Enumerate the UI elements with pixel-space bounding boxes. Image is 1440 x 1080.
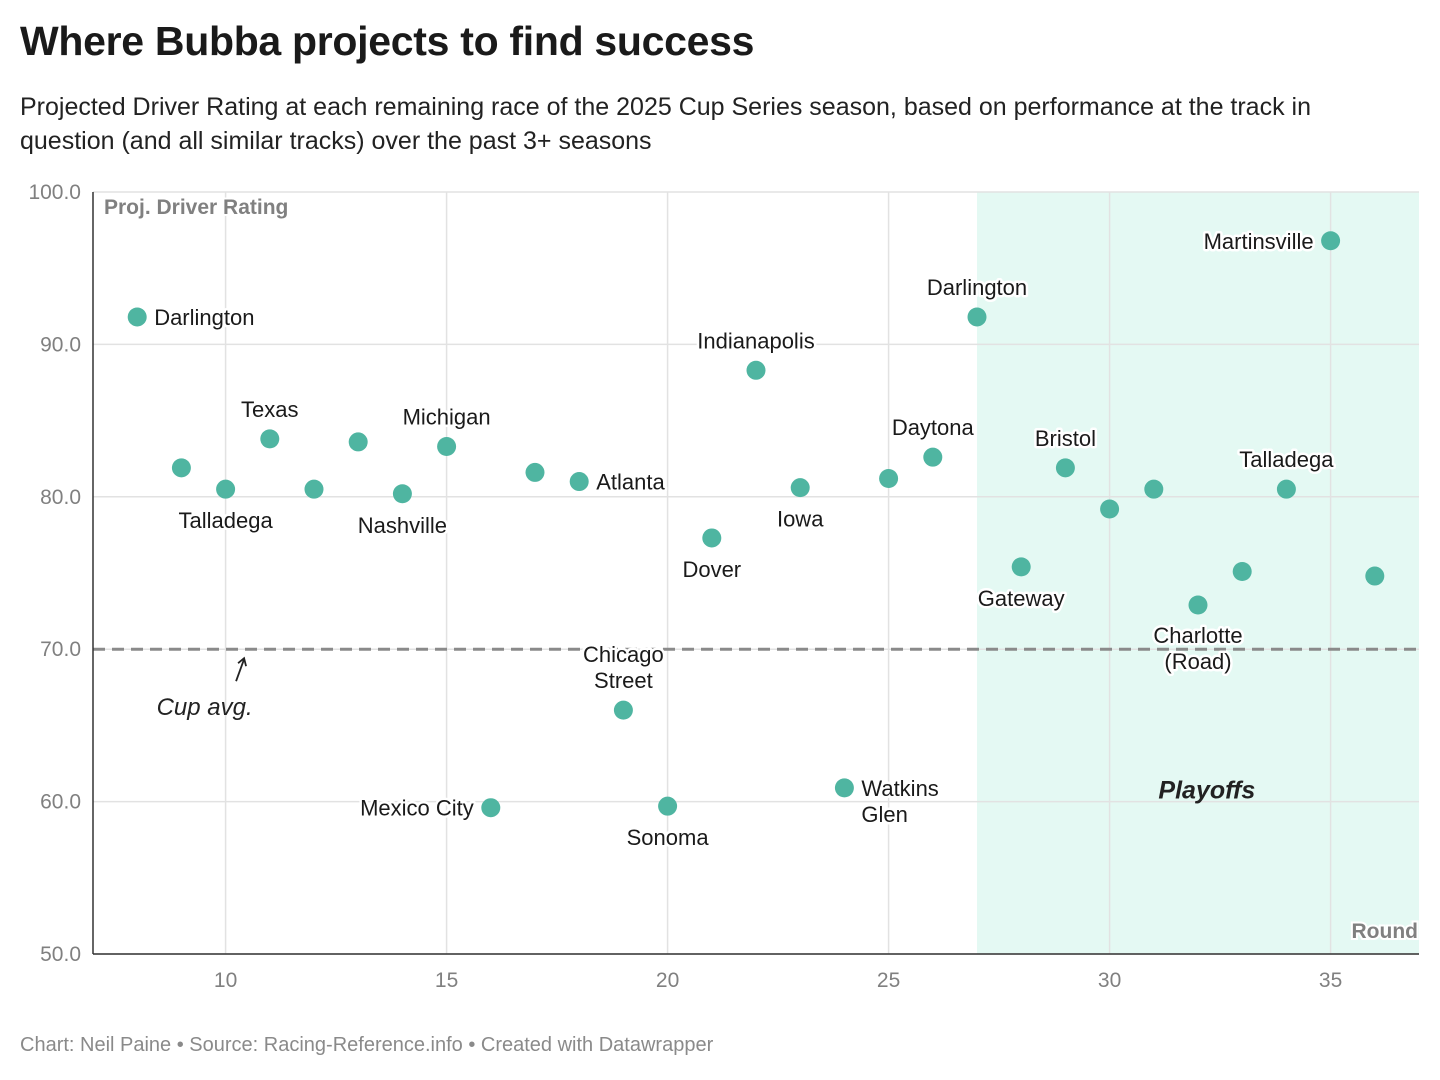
point-label: Sonoma xyxy=(627,825,710,850)
data-point xyxy=(967,307,987,327)
data-point xyxy=(348,432,368,452)
y-tick-label: 90.0 xyxy=(40,333,81,356)
data-point xyxy=(1055,458,1075,478)
data-points xyxy=(127,231,1385,818)
playoffs-band xyxy=(977,192,1419,954)
point-labels: Darlington Talladega Texas Nashville Michiga… xyxy=(152,226,1337,852)
data-point xyxy=(260,429,280,449)
x-tick-label: 35 xyxy=(1319,969,1342,992)
cup-average-arrowhead xyxy=(237,656,247,667)
point-label: Mexico City xyxy=(360,796,474,821)
y-tick-label: 60.0 xyxy=(40,791,81,814)
point-label: Daytona xyxy=(892,415,975,440)
data-point xyxy=(569,472,589,492)
data-point xyxy=(879,469,899,489)
point-label: Talladega xyxy=(179,508,274,533)
y-tick-label: 70.0 xyxy=(40,638,81,661)
data-point xyxy=(481,798,501,818)
x-tick-label: 30 xyxy=(1098,969,1121,992)
data-point xyxy=(1188,595,1208,615)
point-label: Darlington xyxy=(154,305,254,330)
data-point xyxy=(1276,479,1296,499)
annotations: Proj. Driver Rating Round Cup avg. Playoffs xyxy=(102,194,1420,945)
point-label: Talladega xyxy=(1239,447,1334,472)
point-label: Michigan xyxy=(403,405,491,430)
data-point xyxy=(1365,566,1385,586)
chart-footer: Chart: Neil Paine • Source: Racing-Refer… xyxy=(20,1034,714,1056)
y-tick-label: 100.0 xyxy=(28,181,81,204)
data-point xyxy=(746,360,766,380)
point-label: Iowa xyxy=(777,507,824,532)
data-point xyxy=(304,479,324,499)
point-label: Dover xyxy=(682,557,741,582)
data-point xyxy=(1321,231,1341,251)
scatter-chart: 100.0 90.0 80.0 70.0 60.0 50.0 10 15 20 25 30 35 Da… xyxy=(28,181,1420,992)
x-tick-label: 20 xyxy=(656,969,679,992)
y-tick-label: 80.0 xyxy=(40,486,81,509)
data-point xyxy=(834,778,854,798)
data-point xyxy=(437,437,457,457)
playoffs-label: Playoffs xyxy=(1158,777,1255,805)
y-tick-label: 50.0 xyxy=(40,943,81,966)
chart-subtitle: Projected Driver Rating at each remainin… xyxy=(20,93,1311,155)
data-point xyxy=(790,478,810,498)
data-point xyxy=(1232,561,1252,581)
data-point xyxy=(127,307,147,327)
point-label: Charlotte (Road) xyxy=(1153,623,1242,674)
data-point xyxy=(216,479,236,499)
point-label: Atlanta xyxy=(596,470,665,495)
point-label: Darlington xyxy=(927,275,1027,300)
tick-labels: 100.0 90.0 80.0 70.0 60.0 50.0 10 15 20 25 30 35 xyxy=(28,181,1342,992)
x-tick-label: 10 xyxy=(214,969,237,992)
point-label: Indianapolis xyxy=(697,328,814,353)
x-tick-label: 25 xyxy=(877,969,900,992)
x-tick-label: 15 xyxy=(435,969,458,992)
y-axis-title: Proj. Driver Rating xyxy=(104,196,288,219)
chart-title: Where Bubba projects to find success xyxy=(20,18,755,64)
point-label: Nashville xyxy=(358,513,447,538)
data-point xyxy=(171,458,191,478)
point-label: Texas xyxy=(241,397,298,422)
axes xyxy=(92,192,1419,955)
point-label: Chicago Street xyxy=(583,642,664,693)
point-label: Watkins Glen xyxy=(861,776,938,827)
point-label: Martinsville xyxy=(1204,229,1314,254)
data-point xyxy=(1011,557,1031,577)
playoffs-region xyxy=(977,192,1419,954)
data-point xyxy=(1144,479,1164,499)
data-point xyxy=(613,700,633,720)
data-point xyxy=(923,447,943,467)
data-point xyxy=(392,484,412,504)
x-axis-title: Round xyxy=(1352,920,1418,943)
point-label: Gateway xyxy=(978,586,1065,611)
data-point xyxy=(658,796,678,816)
data-point xyxy=(702,528,722,548)
data-point xyxy=(525,462,545,482)
cup-average-label: Cup avg. xyxy=(157,694,253,721)
cup-average-arrow xyxy=(235,658,245,682)
point-label: Bristol xyxy=(1035,426,1096,451)
data-point xyxy=(1100,499,1120,519)
